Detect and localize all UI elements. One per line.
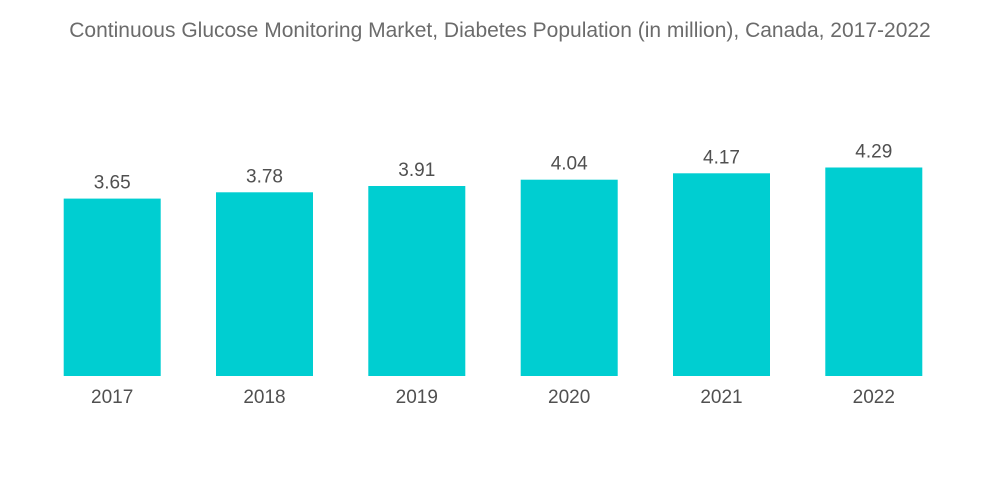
bar-2019 [368, 186, 466, 376]
value-label-2021: 4.17 [703, 147, 740, 168]
x-tick-label-2020: 2020 [548, 387, 590, 408]
bar-2017 [63, 198, 161, 376]
value-label-2018: 3.78 [246, 166, 283, 187]
value-label-2022: 4.29 [855, 142, 892, 163]
bars-layer [63, 167, 923, 376]
bar-2021 [673, 173, 770, 376]
value-label-2020: 4.04 [551, 154, 588, 175]
labels-layer: 3.65 2017 3.78 2018 3.91 2019 4.04 2020 4.17 2021… [91, 142, 895, 409]
bar-2020 [520, 179, 618, 376]
x-tick-label-2018: 2018 [243, 387, 285, 408]
chart-title: Continuous Glucose Monitoring Market, Di… [69, 19, 931, 42]
x-tick-label-2017: 2017 [91, 387, 133, 408]
bar-2022 [825, 167, 923, 376]
value-label-2019: 3.91 [398, 160, 435, 181]
x-tick-label-2022: 2022 [853, 387, 895, 408]
value-label-2017: 3.65 [94, 173, 131, 194]
x-tick-label-2019: 2019 [396, 387, 438, 408]
x-tick-label-2021: 2021 [700, 387, 742, 408]
bar-2018 [216, 192, 313, 376]
